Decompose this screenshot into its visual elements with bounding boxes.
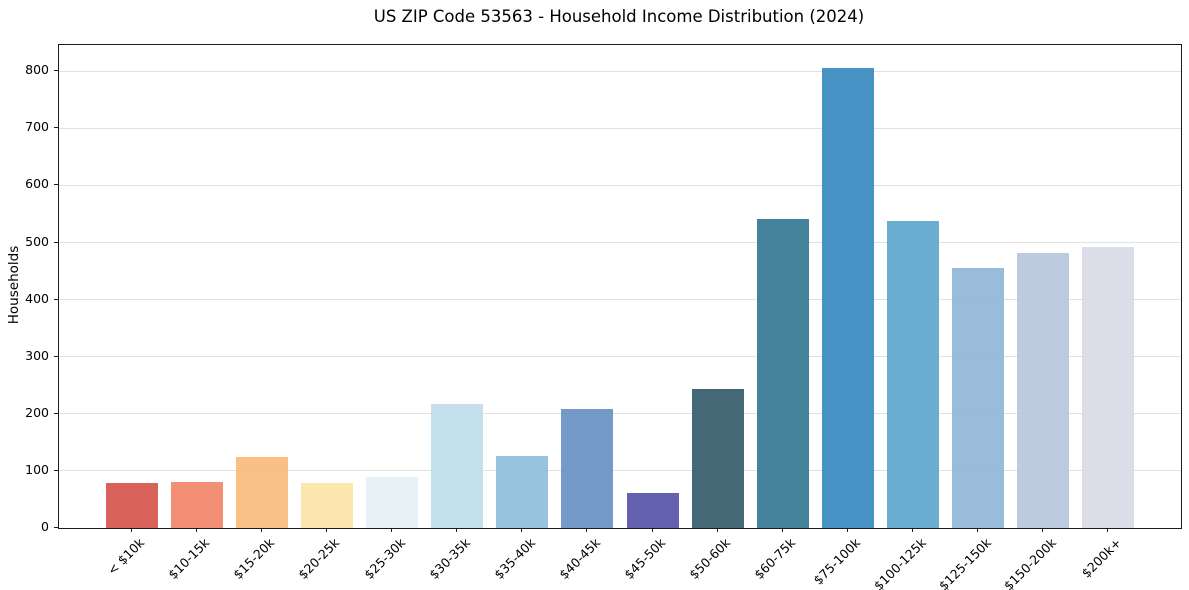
x-tick-mark xyxy=(325,528,327,532)
x-tick-mark xyxy=(846,528,848,532)
x-tick-mark xyxy=(130,528,132,532)
x-tick-label: $30-35k xyxy=(425,535,473,583)
y-tick-mark xyxy=(54,127,58,129)
gridline xyxy=(59,127,1181,129)
x-tick-label: $15-20k xyxy=(230,535,278,583)
bar-100-125k xyxy=(887,221,940,528)
x-tick-mark xyxy=(781,528,783,532)
y-axis-label: Households xyxy=(6,245,22,325)
x-tick-mark xyxy=(651,528,653,532)
x-tick-label: $50-60k xyxy=(686,535,734,583)
chart-title: US ZIP Code 53563 - Household Income Dis… xyxy=(373,7,865,26)
y-tick-label: 800 xyxy=(25,62,49,78)
x-tick-label: $45-50k xyxy=(621,535,669,583)
x-tick-label: $75-100k xyxy=(810,535,864,588)
x-tick-mark xyxy=(1042,528,1044,532)
plot-area xyxy=(58,44,1182,529)
y-tick-mark xyxy=(54,70,58,72)
x-tick-label: $150-200k xyxy=(1000,535,1059,590)
bar-30-35k xyxy=(431,403,484,528)
bar-20-25k xyxy=(300,483,353,528)
y-tick-label: 500 xyxy=(25,233,49,249)
x-tick-mark xyxy=(912,528,914,532)
x-tick-mark xyxy=(195,528,197,532)
y-tick-label: 100 xyxy=(25,461,49,477)
bar-50-60k xyxy=(691,388,744,528)
x-tick-mark xyxy=(456,528,458,532)
x-tick-label: $10-15k xyxy=(165,535,213,583)
bar-40-45k xyxy=(561,408,614,528)
y-tick-mark xyxy=(54,184,58,186)
x-tick-label: $60-75k xyxy=(751,535,799,583)
y-tick-label: 200 xyxy=(25,404,49,420)
bar-60-75k xyxy=(756,218,809,528)
gridline xyxy=(59,470,1181,472)
bar-15-20k xyxy=(235,456,288,528)
x-tick-mark xyxy=(586,528,588,532)
bar-10k xyxy=(105,482,158,528)
gridline xyxy=(59,413,1181,415)
gridline xyxy=(59,299,1181,301)
x-tick-label: $40-45k xyxy=(556,535,604,583)
x-tick-label: $125-150k xyxy=(935,535,994,590)
gridline xyxy=(59,70,1181,72)
bar-25-30k xyxy=(366,476,419,528)
y-tick-mark xyxy=(54,412,58,414)
bar-45-50k xyxy=(626,493,679,528)
x-tick-label: $200k+ xyxy=(1078,535,1125,581)
bar-125-150k xyxy=(952,267,1005,528)
bar-200k xyxy=(1082,247,1135,528)
x-tick-mark xyxy=(391,528,393,532)
gridline xyxy=(59,184,1181,186)
bar-150-200k xyxy=(1017,253,1070,528)
y-tick-mark xyxy=(54,469,58,471)
x-tick-label: $25-30k xyxy=(360,535,408,583)
y-tick-mark xyxy=(54,355,58,357)
x-tick-label: $20-25k xyxy=(295,535,343,583)
x-tick-mark xyxy=(521,528,523,532)
bar-75-100k xyxy=(821,68,874,528)
x-tick-label: $100-125k xyxy=(870,535,929,590)
y-tick-label: 600 xyxy=(25,176,49,192)
gridline xyxy=(59,242,1181,244)
x-tick-label: < $10k xyxy=(104,535,148,578)
x-tick-mark xyxy=(716,528,718,532)
x-tick-mark xyxy=(1107,528,1109,532)
y-tick-label: 400 xyxy=(25,290,49,306)
y-tick-mark xyxy=(54,527,58,528)
y-tick-mark xyxy=(54,298,58,300)
x-tick-mark xyxy=(977,528,979,532)
y-tick-label: 700 xyxy=(25,119,49,135)
y-tick-mark xyxy=(54,241,58,243)
bar-10-15k xyxy=(170,481,223,528)
bar-35-40k xyxy=(496,456,549,528)
y-tick-label: 300 xyxy=(25,347,49,363)
x-tick-mark xyxy=(260,528,262,532)
y-tick-label: 0 xyxy=(41,519,49,534)
gridline xyxy=(59,356,1181,358)
x-tick-label: $35-40k xyxy=(490,535,538,583)
